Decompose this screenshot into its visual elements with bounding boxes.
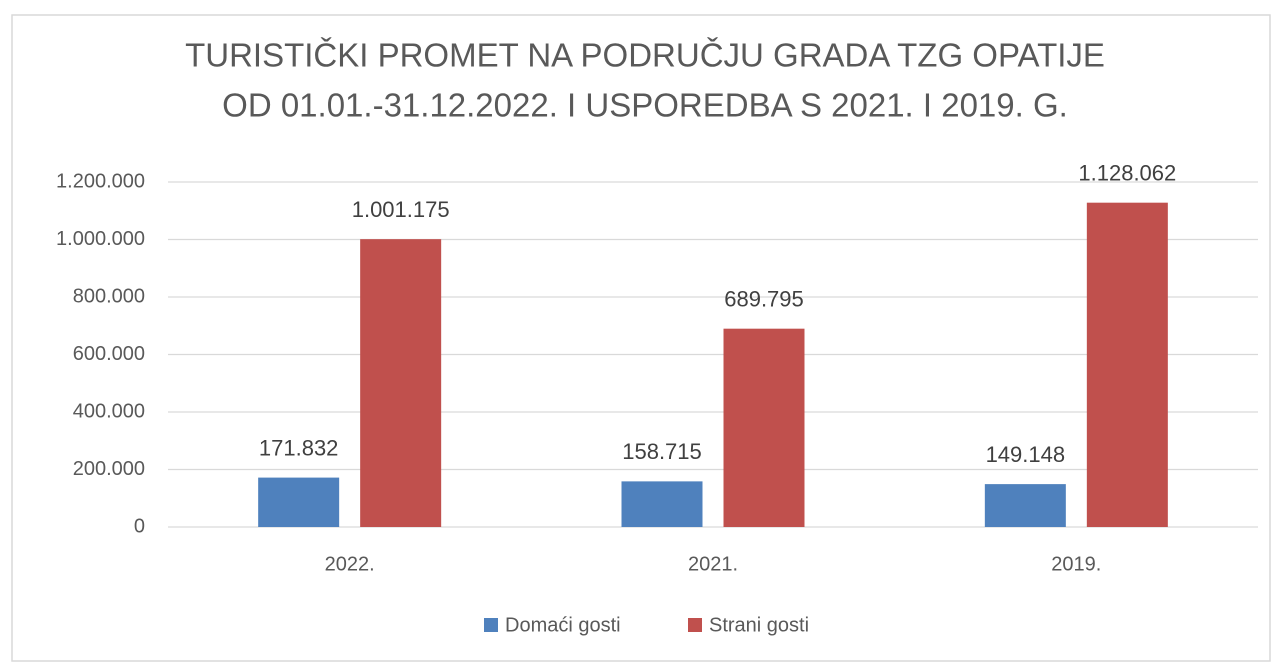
y-tick-label: 400.000 bbox=[73, 400, 145, 422]
bar bbox=[984, 484, 1066, 527]
data-label: 689.795 bbox=[724, 286, 804, 311]
legend-swatch bbox=[484, 618, 498, 632]
bar bbox=[723, 328, 805, 527]
y-tick-label: 0 bbox=[134, 515, 145, 537]
bar bbox=[360, 239, 442, 528]
y-tick-label: 800.000 bbox=[73, 285, 145, 307]
legend-swatch bbox=[688, 618, 702, 632]
bar bbox=[621, 481, 703, 527]
legend-label: Domaći gosti bbox=[505, 614, 621, 636]
data-label: 158.715 bbox=[622, 439, 702, 464]
data-label: 1.001.175 bbox=[352, 197, 450, 222]
x-tick-label: 2022. bbox=[325, 553, 375, 575]
data-label: 171.832 bbox=[259, 435, 339, 460]
x-tick-label: 2021. bbox=[688, 553, 738, 575]
bar bbox=[258, 477, 340, 527]
y-tick-label: 200.000 bbox=[73, 458, 145, 480]
data-label: 149.148 bbox=[986, 442, 1066, 467]
chart-title: TURISTIČKI PROMET NA PODRUČJU GRADA TZG … bbox=[185, 37, 1105, 74]
x-tick-label: 2019. bbox=[1051, 553, 1101, 575]
chart-border bbox=[11, 14, 1271, 662]
data-label: 1.128.062 bbox=[1078, 160, 1176, 185]
legend-label: Strani gosti bbox=[709, 614, 809, 636]
y-tick-label: 1.200.000 bbox=[56, 170, 145, 192]
chart-title: OD 01.01.-31.12.2022. I USPOREDBA S 2021… bbox=[222, 87, 1068, 124]
y-tick-label: 1.000.000 bbox=[56, 228, 145, 250]
y-tick-label: 600.000 bbox=[73, 343, 145, 365]
bar bbox=[1086, 202, 1168, 527]
